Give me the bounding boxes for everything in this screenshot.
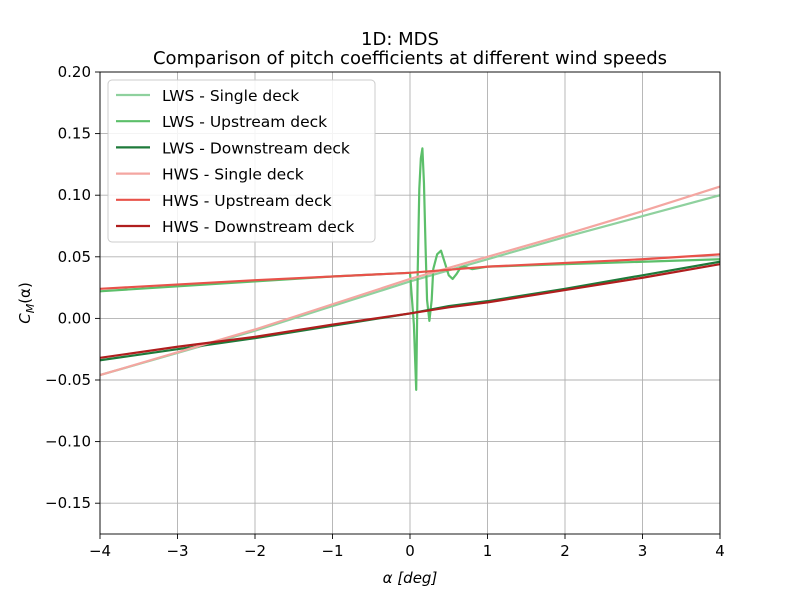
legend-frame [107,79,376,243]
series-line-5 [100,253,720,290]
chart-subtitle: Comparison of pitch coefficients at diff… [153,48,667,69]
series-group [100,147,720,391]
series-line-2 [100,147,720,391]
y-tick-label: −0.15 [45,494,91,512]
y-tick-label: −0.05 [45,371,91,389]
x-tick-label: 3 [638,542,648,560]
series-line-4 [100,185,720,377]
legend-label: LWS - Upstream deck [162,113,327,131]
x-tick-label: 1 [483,542,493,560]
legend-label: HWS - Upstream deck [162,192,332,210]
x-axis-label: α [deg] [383,569,438,587]
x-tick-label: 0 [405,542,415,560]
legend-label: LWS - Single deck [162,87,299,105]
y-tick-label: 0.05 [58,248,91,266]
y-tick-label: −0.10 [45,433,91,451]
y-axis-label-arg: (α) [16,282,34,304]
x-tick-label: −2 [244,542,266,560]
x-tick-label: −3 [166,542,188,560]
chart-title: 1D: MDS [361,29,439,50]
legend-label: LWS - Downstream deck [162,139,350,157]
x-tick-label: −4 [89,542,111,560]
legend-label: HWS - Downstream deck [162,218,354,236]
x-tick-label: −1 [321,542,343,560]
y-tick-label: 0.15 [58,125,91,143]
legend-label: HWS - Single deck [162,166,304,184]
y-axis-label: CM(α) [16,282,37,324]
x-tick-label: 2 [560,542,570,560]
y-tick-label: 0.00 [58,309,91,327]
legend: LWS - Single deck LWS - Upstream deck LWS … [107,79,376,243]
y-axis-label-sub: M [24,303,37,313]
y-tick-label: 0.20 [58,63,91,81]
y-tick-label: 0.10 [58,186,91,204]
x-tick-label: 4 [715,542,725,560]
ticks: −4 −3 −2 −1 0 1 2 3 4 −0.15 −0.10 −0.05 0.00 0.05 0.10… [45,63,725,560]
y-axis-label-main: C [16,313,34,324]
series-line-6 [100,263,720,359]
